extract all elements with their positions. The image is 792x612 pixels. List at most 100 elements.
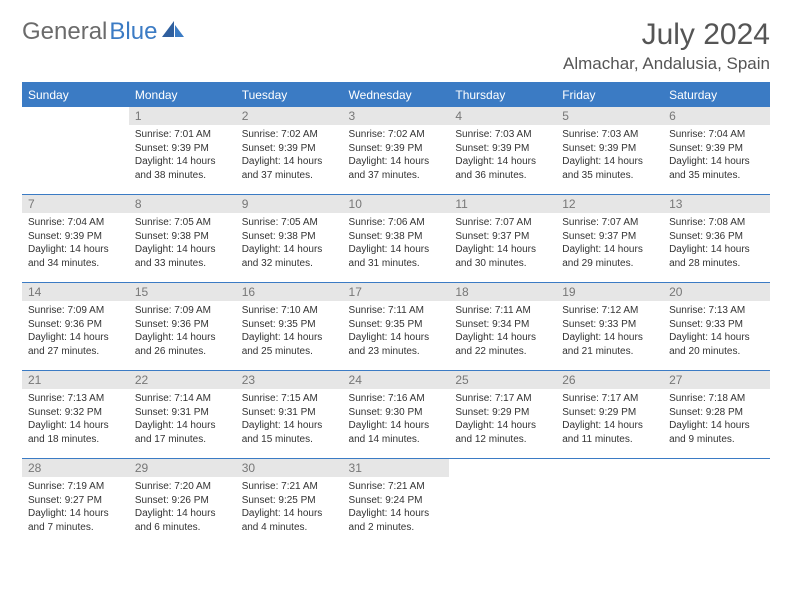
calendar-week-row: 1Sunrise: 7:01 AM Sunset: 9:39 PM Daylig… (22, 107, 770, 195)
calendar-day-cell: 15Sunrise: 7:09 AM Sunset: 9:36 PM Dayli… (129, 283, 236, 371)
calendar-day-cell: 14Sunrise: 7:09 AM Sunset: 9:36 PM Dayli… (22, 283, 129, 371)
day-number: 16 (236, 283, 343, 301)
day-number: 14 (22, 283, 129, 301)
day-details: Sunrise: 7:21 AM Sunset: 9:25 PM Dayligh… (236, 477, 343, 538)
calendar-day-cell: 5Sunrise: 7:03 AM Sunset: 9:39 PM Daylig… (556, 107, 663, 195)
weekday-header-row: Sunday Monday Tuesday Wednesday Thursday… (22, 83, 770, 107)
header: GeneralBlue July 2024 Almachar, Andalusi… (22, 18, 770, 74)
calendar-day-cell: 2Sunrise: 7:02 AM Sunset: 9:39 PM Daylig… (236, 107, 343, 195)
calendar-day-cell (449, 459, 556, 547)
day-number: 26 (556, 371, 663, 389)
day-number: 27 (663, 371, 770, 389)
day-details: Sunrise: 7:20 AM Sunset: 9:26 PM Dayligh… (129, 477, 236, 538)
day-details: Sunrise: 7:12 AM Sunset: 9:33 PM Dayligh… (556, 301, 663, 362)
calendar-day-cell: 16Sunrise: 7:10 AM Sunset: 9:35 PM Dayli… (236, 283, 343, 371)
day-details: Sunrise: 7:01 AM Sunset: 9:39 PM Dayligh… (129, 125, 236, 186)
calendar-day-cell: 31Sunrise: 7:21 AM Sunset: 9:24 PM Dayli… (343, 459, 450, 547)
day-number: 24 (343, 371, 450, 389)
day-details: Sunrise: 7:04 AM Sunset: 9:39 PM Dayligh… (663, 125, 770, 186)
weekday-header: Friday (556, 83, 663, 107)
calendar-day-cell (556, 459, 663, 547)
day-details (663, 463, 770, 470)
day-number: 8 (129, 195, 236, 213)
calendar-day-cell: 24Sunrise: 7:16 AM Sunset: 9:30 PM Dayli… (343, 371, 450, 459)
day-details: Sunrise: 7:04 AM Sunset: 9:39 PM Dayligh… (22, 213, 129, 274)
day-number: 7 (22, 195, 129, 213)
day-details (449, 463, 556, 470)
day-details: Sunrise: 7:17 AM Sunset: 9:29 PM Dayligh… (556, 389, 663, 450)
day-details: Sunrise: 7:19 AM Sunset: 9:27 PM Dayligh… (22, 477, 129, 538)
day-details: Sunrise: 7:05 AM Sunset: 9:38 PM Dayligh… (129, 213, 236, 274)
calendar-day-cell: 12Sunrise: 7:07 AM Sunset: 9:37 PM Dayli… (556, 195, 663, 283)
day-number: 21 (22, 371, 129, 389)
calendar-day-cell: 26Sunrise: 7:17 AM Sunset: 9:29 PM Dayli… (556, 371, 663, 459)
calendar-day-cell: 17Sunrise: 7:11 AM Sunset: 9:35 PM Dayli… (343, 283, 450, 371)
day-details (22, 111, 129, 118)
calendar-day-cell: 28Sunrise: 7:19 AM Sunset: 9:27 PM Dayli… (22, 459, 129, 547)
calendar-day-cell: 3Sunrise: 7:02 AM Sunset: 9:39 PM Daylig… (343, 107, 450, 195)
calendar-day-cell: 8Sunrise: 7:05 AM Sunset: 9:38 PM Daylig… (129, 195, 236, 283)
weekday-header: Thursday (449, 83, 556, 107)
day-number: 1 (129, 107, 236, 125)
day-details: Sunrise: 7:03 AM Sunset: 9:39 PM Dayligh… (556, 125, 663, 186)
calendar-day-cell: 19Sunrise: 7:12 AM Sunset: 9:33 PM Dayli… (556, 283, 663, 371)
day-number: 20 (663, 283, 770, 301)
calendar-day-cell: 4Sunrise: 7:03 AM Sunset: 9:39 PM Daylig… (449, 107, 556, 195)
day-details: Sunrise: 7:02 AM Sunset: 9:39 PM Dayligh… (343, 125, 450, 186)
day-number: 13 (663, 195, 770, 213)
month-title: July 2024 (563, 18, 770, 52)
day-number: 29 (129, 459, 236, 477)
logo: GeneralBlue (22, 18, 184, 46)
calendar-week-row: 21Sunrise: 7:13 AM Sunset: 9:32 PM Dayli… (22, 371, 770, 459)
day-details: Sunrise: 7:05 AM Sunset: 9:38 PM Dayligh… (236, 213, 343, 274)
day-number: 22 (129, 371, 236, 389)
day-number: 12 (556, 195, 663, 213)
calendar-day-cell: 6Sunrise: 7:04 AM Sunset: 9:39 PM Daylig… (663, 107, 770, 195)
calendar-week-row: 7Sunrise: 7:04 AM Sunset: 9:39 PM Daylig… (22, 195, 770, 283)
day-details: Sunrise: 7:08 AM Sunset: 9:36 PM Dayligh… (663, 213, 770, 274)
day-number: 4 (449, 107, 556, 125)
calendar-table: Sunday Monday Tuesday Wednesday Thursday… (22, 82, 770, 547)
day-details: Sunrise: 7:03 AM Sunset: 9:39 PM Dayligh… (449, 125, 556, 186)
day-number: 25 (449, 371, 556, 389)
day-details: Sunrise: 7:18 AM Sunset: 9:28 PM Dayligh… (663, 389, 770, 450)
day-number: 17 (343, 283, 450, 301)
day-details: Sunrise: 7:09 AM Sunset: 9:36 PM Dayligh… (129, 301, 236, 362)
day-details: Sunrise: 7:07 AM Sunset: 9:37 PM Dayligh… (449, 213, 556, 274)
calendar-day-cell: 10Sunrise: 7:06 AM Sunset: 9:38 PM Dayli… (343, 195, 450, 283)
day-number: 6 (663, 107, 770, 125)
calendar-day-cell: 27Sunrise: 7:18 AM Sunset: 9:28 PM Dayli… (663, 371, 770, 459)
calendar-day-cell: 29Sunrise: 7:20 AM Sunset: 9:26 PM Dayli… (129, 459, 236, 547)
weekday-header: Sunday (22, 83, 129, 107)
calendar-day-cell: 11Sunrise: 7:07 AM Sunset: 9:37 PM Dayli… (449, 195, 556, 283)
day-details: Sunrise: 7:06 AM Sunset: 9:38 PM Dayligh… (343, 213, 450, 274)
day-number: 23 (236, 371, 343, 389)
day-details: Sunrise: 7:07 AM Sunset: 9:37 PM Dayligh… (556, 213, 663, 274)
day-details: Sunrise: 7:21 AM Sunset: 9:24 PM Dayligh… (343, 477, 450, 538)
logo-text-blue: Blue (109, 18, 157, 46)
weekday-header: Monday (129, 83, 236, 107)
calendar-day-cell: 21Sunrise: 7:13 AM Sunset: 9:32 PM Dayli… (22, 371, 129, 459)
day-details (556, 463, 663, 470)
day-number: 31 (343, 459, 450, 477)
weekday-header: Saturday (663, 83, 770, 107)
calendar-day-cell: 20Sunrise: 7:13 AM Sunset: 9:33 PM Dayli… (663, 283, 770, 371)
calendar-day-cell: 1Sunrise: 7:01 AM Sunset: 9:39 PM Daylig… (129, 107, 236, 195)
day-number: 19 (556, 283, 663, 301)
day-number: 2 (236, 107, 343, 125)
calendar-day-cell (663, 459, 770, 547)
calendar-day-cell: 23Sunrise: 7:15 AM Sunset: 9:31 PM Dayli… (236, 371, 343, 459)
day-details: Sunrise: 7:13 AM Sunset: 9:33 PM Dayligh… (663, 301, 770, 362)
logo-text-gray: General (22, 18, 107, 46)
calendar-week-row: 28Sunrise: 7:19 AM Sunset: 9:27 PM Dayli… (22, 459, 770, 547)
title-block: July 2024 Almachar, Andalusia, Spain (563, 18, 770, 74)
day-number: 9 (236, 195, 343, 213)
day-details: Sunrise: 7:15 AM Sunset: 9:31 PM Dayligh… (236, 389, 343, 450)
calendar-day-cell: 30Sunrise: 7:21 AM Sunset: 9:25 PM Dayli… (236, 459, 343, 547)
day-details: Sunrise: 7:17 AM Sunset: 9:29 PM Dayligh… (449, 389, 556, 450)
day-details: Sunrise: 7:16 AM Sunset: 9:30 PM Dayligh… (343, 389, 450, 450)
calendar-day-cell: 18Sunrise: 7:11 AM Sunset: 9:34 PM Dayli… (449, 283, 556, 371)
day-number: 28 (22, 459, 129, 477)
day-number: 5 (556, 107, 663, 125)
day-number: 3 (343, 107, 450, 125)
